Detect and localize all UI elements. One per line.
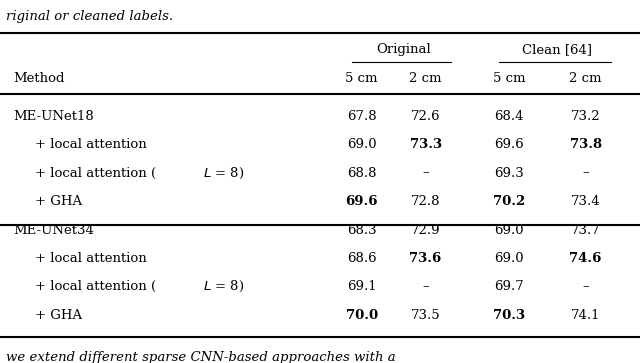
Text: –: –	[422, 280, 429, 293]
Text: ME-UNet18: ME-UNet18	[13, 110, 93, 123]
Text: 74.1: 74.1	[571, 309, 600, 322]
Text: –: –	[422, 167, 429, 180]
Text: + local attention: + local attention	[35, 138, 147, 151]
Text: Original: Original	[376, 43, 431, 56]
Text: 73.3: 73.3	[410, 138, 442, 151]
Text: 70.3: 70.3	[493, 309, 525, 322]
Text: 73.6: 73.6	[410, 252, 442, 265]
Text: 69.0: 69.0	[494, 252, 524, 265]
Text: riginal or cleaned labels.: riginal or cleaned labels.	[6, 11, 173, 23]
Text: 73.7: 73.7	[571, 224, 600, 237]
Text: + local attention: + local attention	[35, 252, 147, 265]
Text: + GHA: + GHA	[35, 195, 83, 208]
Text: –: –	[582, 280, 589, 293]
Text: 69.0: 69.0	[494, 224, 524, 237]
Text: 68.8: 68.8	[347, 167, 376, 180]
Text: 72.8: 72.8	[411, 195, 440, 208]
Text: 69.7: 69.7	[494, 280, 524, 293]
Text: Clean [64]: Clean [64]	[522, 43, 592, 56]
Text: 68.6: 68.6	[347, 252, 376, 265]
Text: 2 cm: 2 cm	[570, 72, 602, 85]
Text: ME-UNet34: ME-UNet34	[13, 224, 93, 237]
Text: 68.3: 68.3	[347, 224, 376, 237]
Text: 5 cm: 5 cm	[493, 72, 525, 85]
Text: –: –	[582, 167, 589, 180]
Text: 69.6: 69.6	[494, 138, 524, 151]
Text: 73.4: 73.4	[571, 195, 600, 208]
Text: 73.2: 73.2	[571, 110, 600, 123]
Text: 5 cm: 5 cm	[346, 72, 378, 85]
Text: 69.0: 69.0	[347, 138, 376, 151]
Text: 68.4: 68.4	[494, 110, 524, 123]
Text: Method: Method	[13, 72, 64, 85]
Text: 69.1: 69.1	[347, 280, 376, 293]
Text: $\mathit{L}$ = 8): $\mathit{L}$ = 8)	[203, 166, 244, 181]
Text: $\mathit{L}$ = 8): $\mathit{L}$ = 8)	[203, 280, 244, 294]
Text: 2 cm: 2 cm	[410, 72, 442, 85]
Text: 72.6: 72.6	[411, 110, 440, 123]
Text: + local attention (: + local attention (	[35, 280, 156, 293]
Text: 73.8: 73.8	[570, 138, 602, 151]
Text: 74.6: 74.6	[570, 252, 602, 265]
Text: 72.9: 72.9	[411, 224, 440, 237]
Text: + GHA: + GHA	[35, 309, 83, 322]
Text: we extend different sparse CNN-based approaches with a: we extend different sparse CNN-based app…	[6, 351, 396, 363]
Text: 73.5: 73.5	[411, 309, 440, 322]
Text: + local attention (: + local attention (	[35, 167, 156, 180]
Text: 70.2: 70.2	[493, 195, 525, 208]
Text: 67.8: 67.8	[347, 110, 376, 123]
Text: 70.0: 70.0	[346, 309, 378, 322]
Text: 69.6: 69.6	[346, 195, 378, 208]
Text: 69.3: 69.3	[494, 167, 524, 180]
